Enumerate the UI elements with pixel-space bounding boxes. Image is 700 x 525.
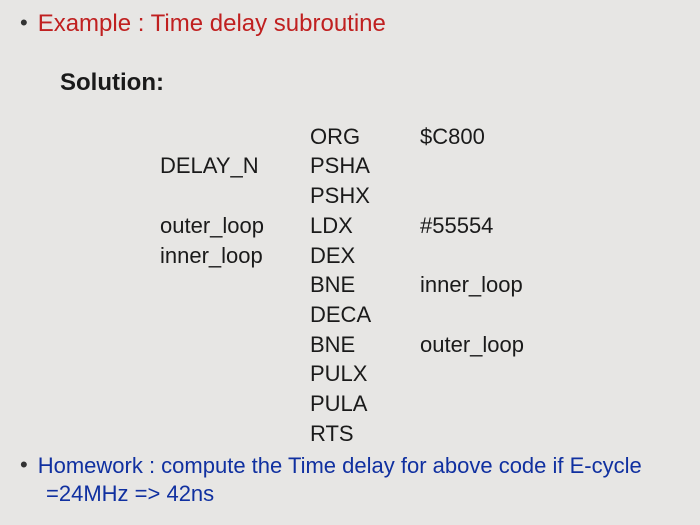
homework-text-1: Homework : compute the Time delay for ab… xyxy=(38,452,642,481)
code-label xyxy=(160,359,310,389)
code-mnemonic: PULA xyxy=(310,389,420,419)
code-label xyxy=(160,270,310,300)
code-row: PULX xyxy=(160,359,680,389)
code-row: ORG $C800 xyxy=(160,122,680,152)
bullet-icon: • xyxy=(20,452,28,478)
code-mnemonic: DECA xyxy=(310,300,420,330)
code-operand xyxy=(420,359,580,389)
code-label: inner_loop xyxy=(160,241,310,271)
code-row: inner_loop DEX xyxy=(160,241,680,271)
code-mnemonic: PULX xyxy=(310,359,420,389)
homework-line1: • Homework : compute the Time delay for … xyxy=(20,452,680,481)
code-mnemonic: PSHA xyxy=(310,151,420,181)
code-label xyxy=(160,122,310,152)
code-mnemonic: PSHX xyxy=(310,181,420,211)
code-mnemonic: DEX xyxy=(310,241,420,271)
code-row: outer_loop LDX #55554 xyxy=(160,211,680,241)
code-mnemonic: BNE xyxy=(310,330,420,360)
code-row: RTS xyxy=(160,419,680,449)
homework-block: • Homework : compute the Time delay for … xyxy=(20,452,680,507)
code-operand xyxy=(420,151,580,181)
code-row: PSHX xyxy=(160,181,680,211)
code-label xyxy=(160,330,310,360)
code-operand xyxy=(420,241,580,271)
code-operand: inner_loop xyxy=(420,270,580,300)
code-operand xyxy=(420,300,580,330)
code-operand xyxy=(420,181,580,211)
code-mnemonic: LDX xyxy=(310,211,420,241)
code-mnemonic: RTS xyxy=(310,419,420,449)
code-label xyxy=(160,300,310,330)
code-label: outer_loop xyxy=(160,211,310,241)
code-block: ORG $C800 DELAY_N PSHA PSHX outer_loop L… xyxy=(160,122,680,449)
code-row: DELAY_N PSHA xyxy=(160,151,680,181)
code-label xyxy=(160,419,310,449)
code-row: BNE outer_loop xyxy=(160,330,680,360)
code-row: DECA xyxy=(160,300,680,330)
bullet-icon: • xyxy=(20,10,28,36)
code-operand: outer_loop xyxy=(420,330,580,360)
code-operand xyxy=(420,419,580,449)
homework-text-2: =24MHz => 42ns xyxy=(46,481,680,507)
code-row: BNE inner_loop xyxy=(160,270,680,300)
code-label xyxy=(160,181,310,211)
code-mnemonic: ORG xyxy=(310,122,420,152)
code-operand: $C800 xyxy=(420,122,580,152)
code-operand xyxy=(420,389,580,419)
code-label xyxy=(160,389,310,419)
code-row: PULA xyxy=(160,389,680,419)
code-label: DELAY_N xyxy=(160,151,310,181)
code-mnemonic: BNE xyxy=(310,270,420,300)
slide: • Example : Time delay subroutine Soluti… xyxy=(0,0,700,525)
code-operand: #55554 xyxy=(420,211,580,241)
example-line: • Example : Time delay subroutine xyxy=(20,10,680,39)
solution-label: Solution: xyxy=(60,69,680,97)
example-title: Example : Time delay subroutine xyxy=(38,10,386,39)
